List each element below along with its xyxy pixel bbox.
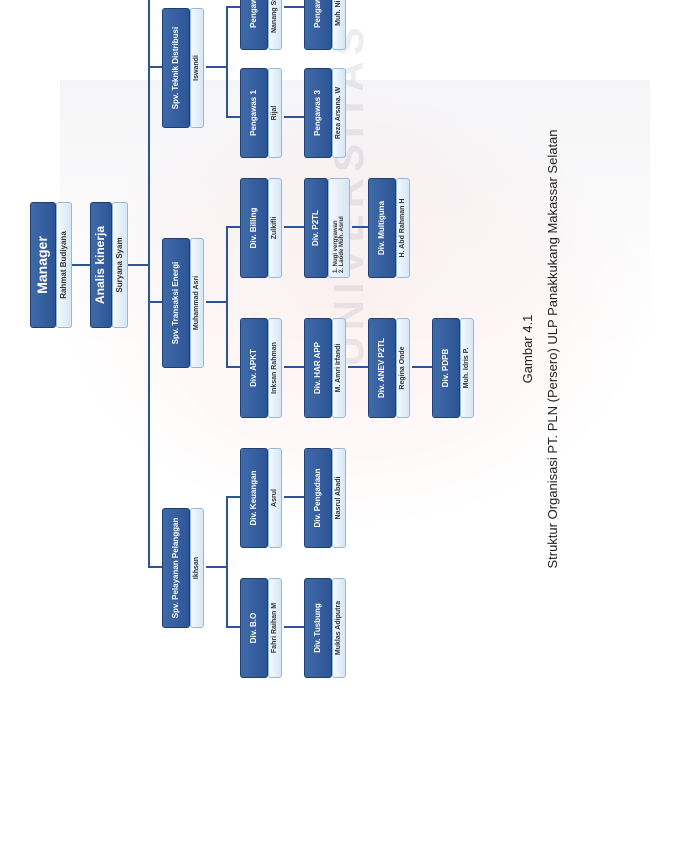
- connector: [148, 0, 150, 568]
- div-billing-name: Zulkifli: [268, 178, 282, 278]
- figure-caption: Struktur Organisasi PT. PLN (Persero) UL…: [545, 0, 560, 698]
- div-pdpb-title: Div. PDPB: [432, 318, 460, 418]
- pengawas1-title: Pengawas 1: [240, 68, 268, 158]
- connector: [128, 264, 148, 266]
- div-multiguna-name: H. Abd Rahman H: [396, 178, 410, 278]
- connector: [348, 366, 368, 368]
- figure-number: Gambar 4.1: [520, 0, 535, 698]
- div-har-title: Div. HAR APP: [304, 318, 332, 418]
- pengawas4-name: Muh. Nirwan: [332, 0, 346, 50]
- pengawas2-title: Pengawas 2: [240, 0, 268, 50]
- analis-name: Suryana Syam: [112, 202, 128, 328]
- connector: [226, 116, 240, 118]
- spv-transaksi-name: Muhammad Asri: [190, 238, 204, 368]
- connector: [412, 366, 432, 368]
- connector: [226, 498, 228, 628]
- pengawas3-name: Reza Arsana. W: [332, 68, 346, 158]
- connector: [148, 301, 162, 303]
- connector: [148, 66, 162, 68]
- connector: [284, 626, 304, 628]
- div-bo-name: Fahri Raihan M: [268, 578, 282, 678]
- connector: [284, 116, 304, 118]
- spv-pelayanan-title: Spv. Pelayanan Pelanggan: [162, 508, 190, 628]
- spv-teknik-name: Iswandi: [190, 8, 204, 128]
- connector: [226, 496, 240, 498]
- connector: [226, 8, 228, 118]
- org-chart: Manager Rahmat Budiyana Analis kinerja S…: [0, 0, 698, 698]
- connector: [206, 66, 226, 68]
- div-tusbung-name: Muklas Adiputra: [332, 578, 346, 678]
- pengawas1-name: Rijal: [268, 68, 282, 158]
- div-keuangan-title: Div. Keuangan: [240, 448, 268, 548]
- div-p2tl-title: Div. P2TL: [304, 178, 328, 278]
- div-pdpb-name: Muh. Idris P.: [460, 318, 474, 418]
- connector: [284, 496, 304, 498]
- spv-pelayanan-name: Ikhsan: [190, 508, 204, 628]
- pengawas4-title: Pengawas 4: [304, 0, 332, 50]
- connector: [226, 228, 228, 368]
- connector: [226, 626, 240, 628]
- connector: [226, 226, 240, 228]
- div-tusbung-title: Div. Tusbung: [304, 578, 332, 678]
- connector: [226, 366, 240, 368]
- connector: [226, 6, 240, 8]
- connector: [206, 301, 226, 303]
- pengawas2-name: Nanang Styawan: [268, 0, 282, 50]
- div-apkt-title: Div. APKT: [240, 318, 268, 418]
- analis-title: Analis kinerja: [90, 202, 112, 328]
- div-multiguna-title: Div. Multiguna: [368, 178, 396, 278]
- connector: [148, 566, 162, 568]
- div-anev-name: Regina Onde: [396, 318, 410, 418]
- connector: [284, 226, 304, 228]
- div-keuangan-name: Asrul: [268, 448, 282, 548]
- connector: [206, 566, 226, 568]
- div-bo-title: Div. B.O: [240, 578, 268, 678]
- connector: [72, 264, 90, 266]
- connector: [284, 366, 304, 368]
- connector: [284, 6, 304, 8]
- div-p2tl-name: 1. Nugi vergyawan 2. Laode Muh. Asrul: [328, 178, 350, 278]
- div-har-name: M. Amri Irfandi: [332, 318, 346, 418]
- div-apkt-name: Inksan Rahman: [268, 318, 282, 418]
- pengawas3-title: Pengawas 3: [304, 68, 332, 158]
- spv-transaksi-title: Spv. Transaksi Energi: [162, 238, 190, 368]
- div-billing-title: Div. Billing: [240, 178, 268, 278]
- div-pengadaan-name: Nasrul Abadi: [332, 448, 346, 548]
- manager-name: Rahmat Budiyana: [56, 202, 72, 328]
- connector: [352, 226, 368, 228]
- div-anev-title: Div. ANEV P2TL: [368, 318, 396, 418]
- div-pengadaan-title: Div. Pengadaan: [304, 448, 332, 548]
- spv-teknik-title: Spv. Teknik Distribusi: [162, 8, 190, 128]
- manager-title: Manager: [30, 202, 56, 328]
